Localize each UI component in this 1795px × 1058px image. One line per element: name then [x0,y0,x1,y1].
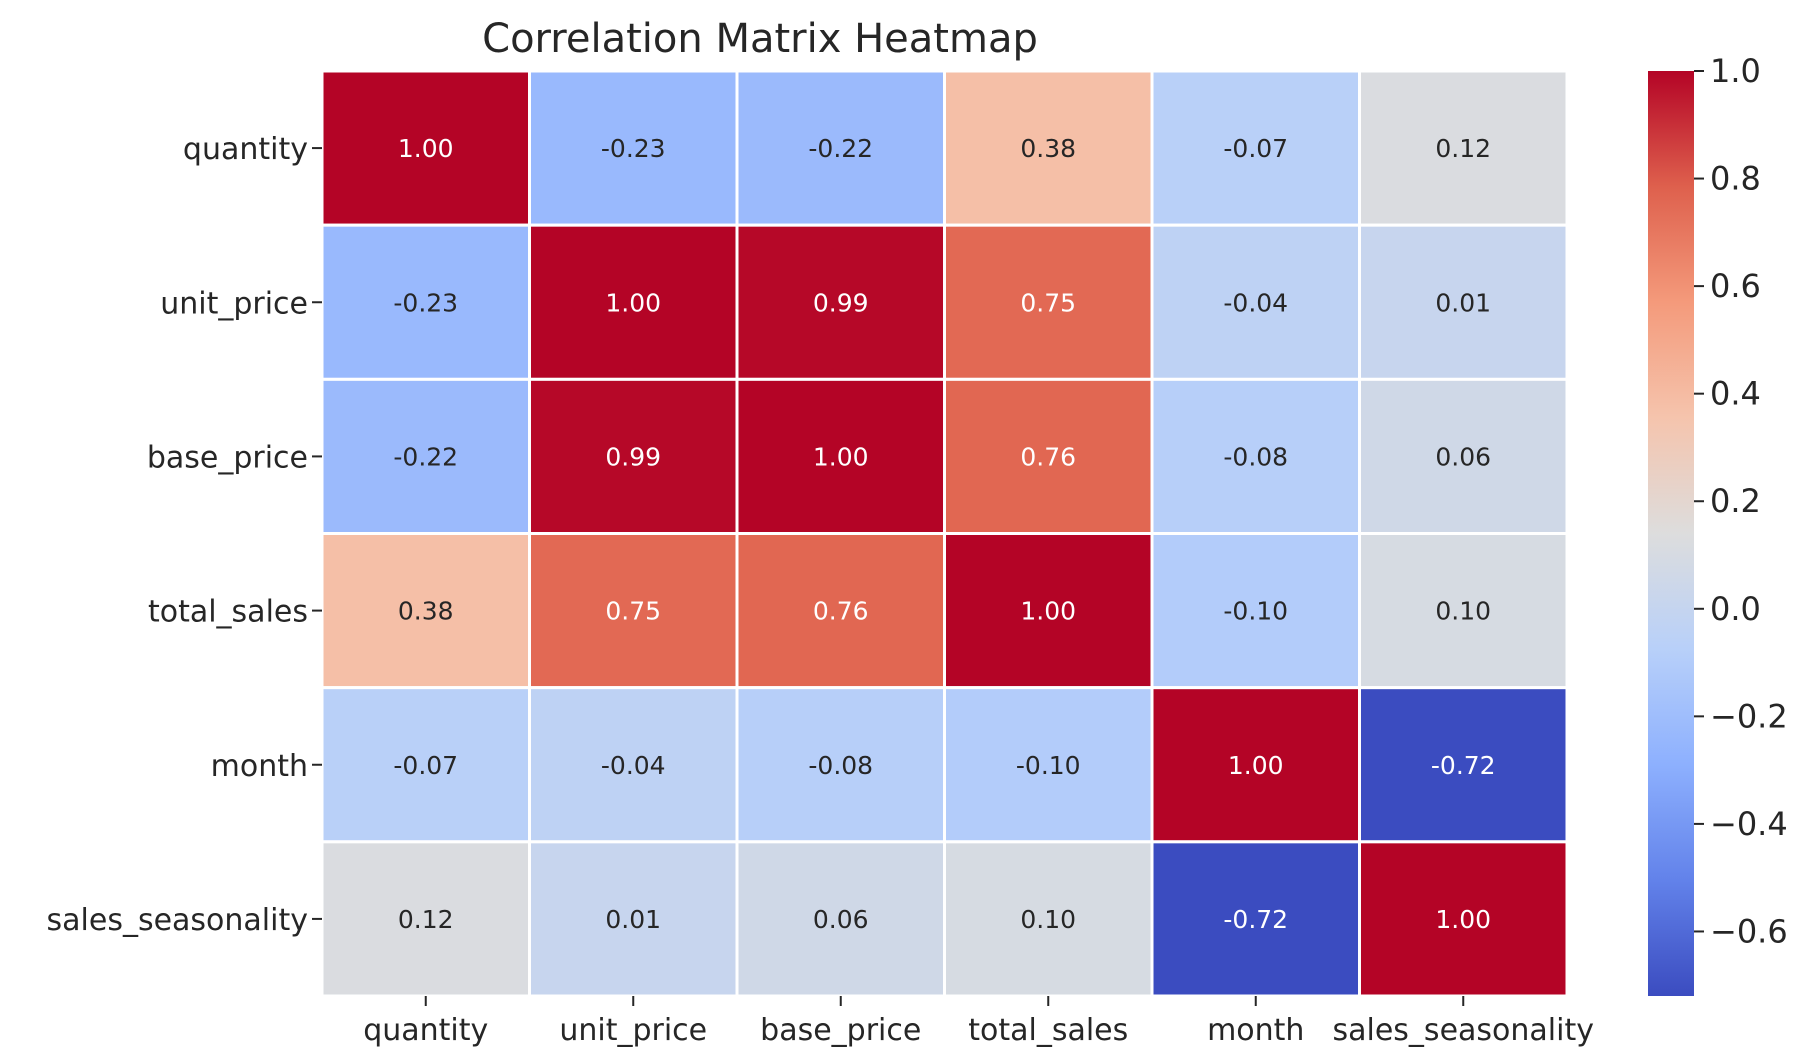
heatmap-cell [320,686,531,844]
cell-value-label: 0.75 [605,597,661,626]
cell-value-label: 0.12 [1435,134,1491,163]
heatmap-cell [528,377,739,536]
x-tick-label: total_sales [968,1013,1128,1048]
cell-value-label: -0.22 [808,134,873,163]
cell-value-label: -0.10 [1223,597,1288,626]
y-tick-label: month [211,749,308,784]
cell-value-label: 0.75 [1020,288,1076,317]
y-axis: quantity unit_price base_price total_salesm… [47,132,322,938]
heatmap-cell [1150,686,1361,844]
cell-value-label: 0.38 [398,597,454,626]
cell-value-label: -0.23 [393,288,458,317]
colorbar-gradient [1648,71,1694,996]
cell-value-label: 0.01 [605,905,661,934]
cell-value-label: -0.08 [1223,442,1288,471]
heatmap-cell [1358,69,1569,227]
cell-value-label: -0.07 [393,751,458,780]
cell-value-label: 0.99 [605,442,661,471]
cell-value-label: -0.72 [1223,905,1288,934]
heatmap-cell [528,69,739,227]
y-tick-label: quantity [183,132,308,167]
y-tick-label: base_price [147,440,308,475]
cell-value-label: -0.72 [1431,751,1496,780]
colorbar-tick-label: −0.2 [1710,697,1788,735]
colorbar-tick-label: 0.0 [1710,590,1761,628]
y-tick-label: sales_seasonality [47,903,308,938]
cell-value-label: -0.10 [1016,751,1081,780]
cell-value-label: 1.00 [1228,751,1284,780]
x-tick-label: base_price [760,1013,921,1048]
heatmap-cell [320,69,531,227]
heatmap-cell [943,377,1154,536]
cell-value-label: 0.06 [813,905,869,934]
heatmap-cell [943,223,1154,381]
colorbar-tick-label: 0.4 [1710,375,1761,413]
heatmap-cell [1358,686,1569,844]
x-tick-label: month [1207,1013,1304,1048]
heatmap-cell [1150,377,1361,536]
cell-value-label: 0.10 [1435,597,1491,626]
colorbar-tick-label: 0.2 [1710,482,1761,520]
colorbar-tick-label: 1.0 [1710,52,1761,90]
cell-value-label: -0.08 [808,751,873,780]
cell-value-label: -0.22 [393,442,458,471]
colorbar-tick-label: −0.4 [1710,805,1788,843]
heatmap-cell [1358,840,1569,998]
colorbar-tick-label: 0.6 [1710,267,1761,305]
cell-value-label: 1.00 [398,134,454,163]
cell-value-label: -0.07 [1223,134,1288,163]
cell-value-label: 0.10 [1020,905,1076,934]
x-tick-label: quantity [363,1013,488,1048]
cell-value-label: 0.06 [1435,442,1491,471]
heatmap-cell [943,686,1154,844]
cell-value-label: 1.00 [813,442,869,471]
cell-value-label: 0.76 [813,597,869,626]
y-tick-label: unit_price [160,286,308,321]
x-axis: quantity unit_price base_price total_sales m… [363,996,1594,1048]
cell-value-label: 1.00 [1435,905,1491,934]
cell-value-label: 0.99 [813,288,869,317]
cell-value-label: -0.04 [601,751,666,780]
cell-value-label: -0.23 [601,134,666,163]
colorbar-tick-label: 0.8 [1710,160,1761,198]
cell-value-label: 0.01 [1435,288,1491,317]
cell-value-label: 1.00 [1020,597,1076,626]
colorbar: 1.0 0.8 0.6 0.4 0.2 0.0 −0.2 −0.4 −0.6 [1648,52,1788,996]
x-tick-label: unit_price [559,1013,707,1048]
x-tick-label: sales_seasonality [1333,1013,1594,1048]
heatmap-cell [735,686,946,844]
chart-title: Correlation Matrix Heatmap [482,16,1038,62]
heatmap-cells: 1.00 -0.23 -0.22 0.38 -0.07 0.12 -0.23 1.00 0.99… [320,69,1569,998]
heatmap-cell [528,223,739,381]
cell-value-label: -0.04 [1223,288,1288,317]
heatmap-cell [1358,377,1569,536]
heatmap-cell [943,532,1154,690]
heatmap-cell [1150,532,1361,690]
cell-value-label: 0.12 [398,905,454,934]
cell-value-label: 0.38 [1020,134,1076,163]
heatmap-cell [1358,532,1569,690]
y-tick-label: total_sales [148,595,308,630]
heatmap-cell [735,69,946,227]
heatmap-cell [735,532,946,690]
heatmap-cell [320,840,531,998]
cell-value-label: 1.00 [605,288,661,317]
heatmap-cell [1358,223,1569,381]
colorbar-tick-label: −0.6 [1710,912,1788,950]
heatmap-cell [320,532,531,690]
cell-value-label: 0.76 [1020,442,1076,471]
heatmap-cell [528,532,739,690]
